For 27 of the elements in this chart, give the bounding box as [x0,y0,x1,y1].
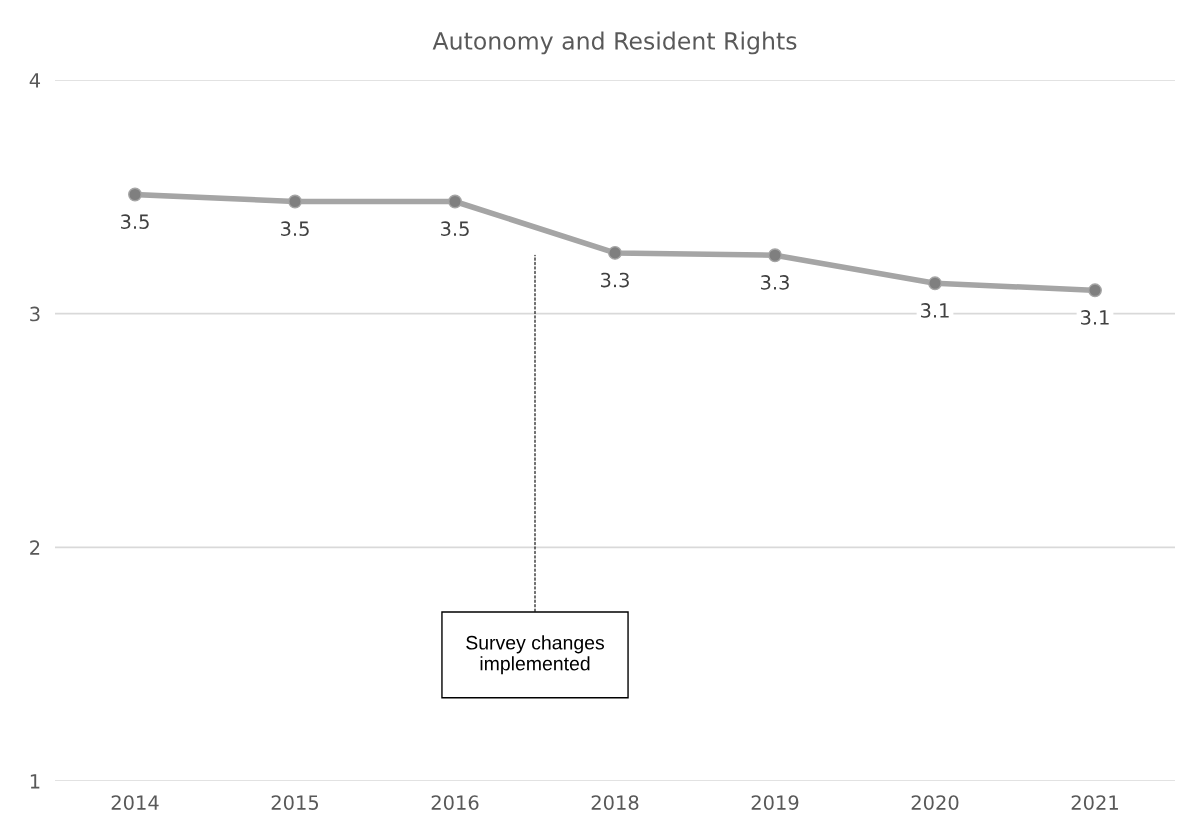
chart-title: Autonomy and Resident Rights [432,31,797,55]
point [928,276,942,291]
point [288,194,302,209]
point [768,248,782,263]
y-tick-label: 4 [29,73,41,88]
data-label: 3.5 [441,221,469,236]
x-tick-label: 2020 [911,795,959,810]
data-label: 3.3 [761,275,789,290]
y-tick-label: 3 [30,306,40,322]
point [128,187,142,202]
x-tick-label: 2021 [1071,795,1118,810]
x-tick-label: 2019 [751,795,799,810]
point [608,245,622,260]
data-label: 3.5 [281,221,309,236]
annotation: Survey changes implemented [466,635,605,675]
y-tick-label: 1 [30,774,40,789]
data-label: 3.5 [121,214,149,229]
x-tick-label: 2014 [111,795,159,810]
point [448,194,462,209]
x-tick-label: 2015 [271,795,319,810]
data-label: 3.1 [1081,310,1109,325]
y-tick-label: 2 [30,540,40,555]
x-tick-label: 2018 [591,795,639,810]
point [1088,283,1102,298]
data-label: 3.3 [601,272,629,288]
data-label: 3.1 [921,303,949,318]
x-tick-label: 2016 [431,795,479,810]
